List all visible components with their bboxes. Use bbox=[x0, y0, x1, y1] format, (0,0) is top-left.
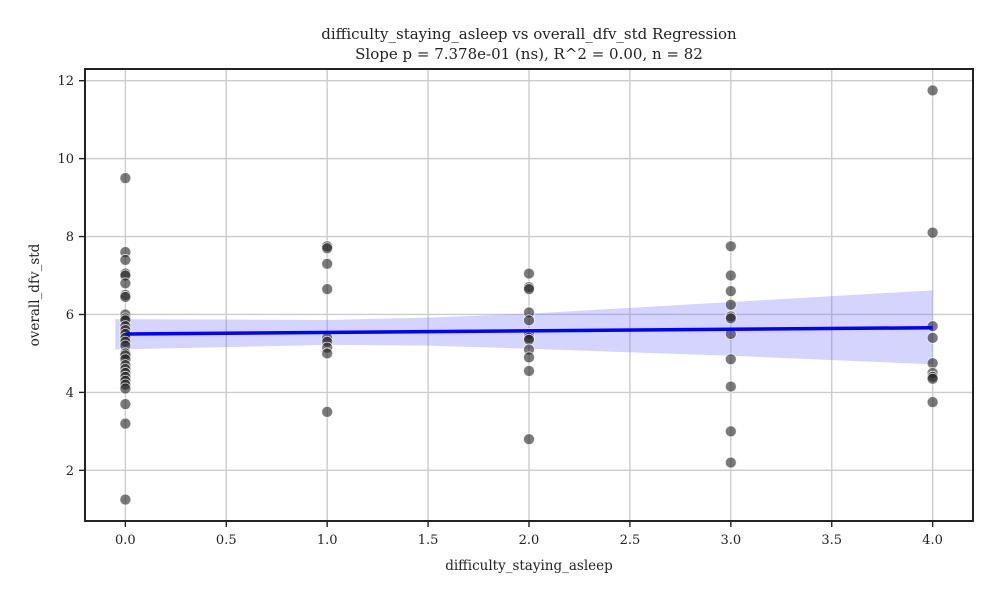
scatter-point bbox=[724, 353, 737, 366]
y-tick-label: 8 bbox=[66, 230, 74, 245]
scatter-point bbox=[119, 493, 132, 506]
scatter-point bbox=[119, 277, 132, 290]
scatter-point bbox=[119, 417, 132, 430]
scatter-point bbox=[321, 405, 334, 418]
scatter-point bbox=[119, 291, 132, 303]
x-tick-label: 2.5 bbox=[620, 533, 641, 548]
scatter-point bbox=[321, 242, 334, 255]
chart-subtitle: Slope p = 7.378e-01 (ns), R^2 = 0.00, n … bbox=[355, 45, 703, 63]
grid-lines bbox=[85, 69, 973, 521]
scatter-point bbox=[724, 285, 737, 298]
scatter-point bbox=[523, 283, 535, 296]
regression-line bbox=[125, 325, 933, 336]
scatter-point bbox=[724, 425, 737, 438]
scatter-point bbox=[926, 331, 939, 344]
scatter-point bbox=[119, 172, 132, 185]
y-tick-label: 2 bbox=[66, 464, 74, 479]
scatter-point bbox=[724, 380, 737, 393]
scatter-point bbox=[523, 267, 535, 280]
scatter-point bbox=[523, 314, 535, 327]
regression-line-path bbox=[125, 325, 933, 336]
x-axis-label: difficulty_staying_asleep bbox=[445, 558, 613, 574]
x-tick-label: 4.0 bbox=[922, 533, 943, 548]
y-tick-label: 10 bbox=[57, 152, 74, 167]
scatter-point bbox=[724, 269, 737, 282]
x-tick-label: 1.5 bbox=[418, 533, 439, 548]
chart-title: difficulty_staying_asleep vs overall_dfv… bbox=[321, 25, 737, 43]
scatter-point bbox=[321, 283, 334, 296]
scatter-point bbox=[321, 257, 334, 270]
x-tick-label: 3.0 bbox=[720, 533, 741, 548]
x-tick-label: 0.0 bbox=[115, 533, 136, 548]
scatter-point bbox=[119, 254, 132, 266]
scatter-point bbox=[724, 312, 737, 325]
scatter-point bbox=[724, 456, 737, 469]
scatter-point bbox=[523, 351, 535, 364]
y-tick-label: 6 bbox=[66, 308, 74, 323]
scatter-points bbox=[119, 84, 939, 506]
y-tick-label: 12 bbox=[57, 74, 74, 89]
scatter-point bbox=[321, 347, 334, 360]
scatter-point bbox=[926, 84, 939, 97]
scatter-point bbox=[523, 433, 535, 446]
y-axis-label: overall_dfv_std bbox=[27, 243, 43, 346]
scatter-point bbox=[724, 240, 737, 253]
scatter-point bbox=[926, 396, 939, 409]
scatter-point bbox=[119, 398, 132, 411]
x-tick-label: 2.0 bbox=[519, 533, 540, 548]
axis-ticks: 0.0 0.5 1.0 1.5 2.0 2.5 3.0 3.5 4.0 2 4 6 8 10 12 bbox=[57, 74, 943, 548]
scatter-point bbox=[523, 365, 535, 377]
scatter-point bbox=[724, 298, 737, 311]
scatter-point bbox=[926, 372, 939, 385]
y-tick-label: 4 bbox=[66, 386, 74, 401]
scatter-point bbox=[926, 226, 939, 239]
x-tick-label: 3.5 bbox=[821, 533, 842, 548]
scatter-point bbox=[119, 382, 132, 395]
x-tick-label: 1.0 bbox=[317, 533, 338, 548]
x-tick-label: 0.5 bbox=[216, 533, 237, 548]
